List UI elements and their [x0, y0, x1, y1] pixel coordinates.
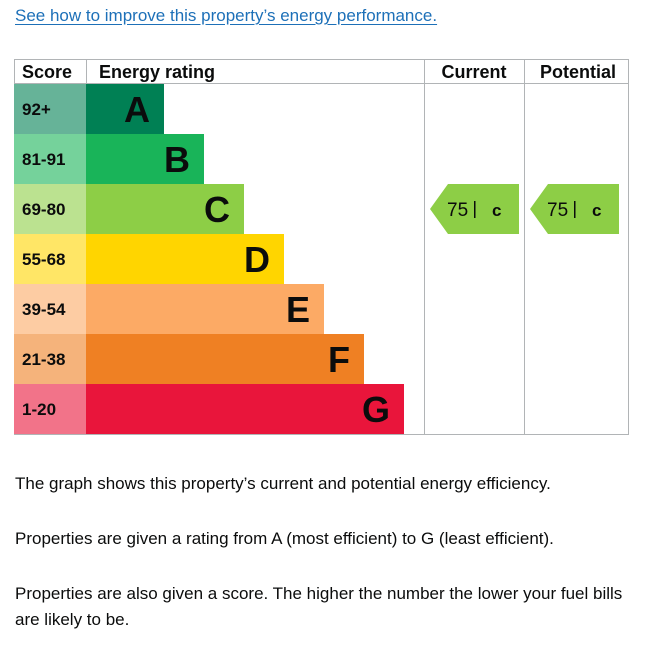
potential-score-value: 75 — [547, 200, 568, 221]
band-bar — [86, 384, 404, 434]
energy-rating-chart: Score Energy rating Current Potential 92… — [14, 59, 629, 435]
band-bar — [86, 334, 364, 384]
current-band-letter: c — [492, 201, 501, 220]
band-score-cell — [14, 284, 86, 334]
energy-rating-graph: Score Energy rating Current Potential 92… — [14, 59, 629, 435]
band-score-label: 69-80 — [22, 200, 65, 219]
band-b: 81-91 B — [14, 134, 204, 184]
band-score-cell — [14, 184, 86, 234]
potential-rating-indicator: 75 c — [530, 184, 619, 234]
band-score-cell — [14, 334, 86, 384]
band-bar — [86, 184, 244, 234]
band-score-cell — [14, 384, 86, 434]
band-score-label: 1-20 — [22, 400, 56, 419]
header-energy-rating: Energy rating — [99, 62, 215, 82]
band-score-label: 92+ — [22, 100, 51, 119]
header-score: Score — [22, 62, 72, 82]
band-c: 69-80 C — [14, 184, 244, 234]
potential-band-letter: c — [592, 201, 601, 220]
band-score-label: 55-68 — [22, 250, 65, 269]
band-letter: D — [244, 239, 270, 280]
band-bar — [86, 284, 324, 334]
band-score-cell — [14, 234, 86, 284]
band-g: 1-20 G — [14, 384, 404, 434]
band-score-cell — [14, 84, 86, 134]
header-current: Current — [441, 62, 506, 82]
band-score-label: 81-91 — [22, 150, 65, 169]
band-letter: F — [328, 339, 350, 380]
band-bar — [86, 134, 204, 184]
description-paragraph-1: The graph shows this property’s current … — [15, 474, 551, 493]
band-score-label: 39-54 — [22, 300, 66, 319]
band-letter: G — [362, 389, 390, 430]
current-score-value: 75 — [447, 200, 468, 221]
band-score-cell — [14, 134, 86, 184]
band-e: 39-54 E — [14, 284, 324, 334]
band-a: 92+ A — [14, 84, 164, 134]
current-divider — [474, 201, 476, 218]
description-paragraph-2: Properties are given a rating from A (mo… — [15, 529, 554, 548]
band-letter: A — [124, 89, 150, 130]
band-letter: C — [204, 189, 230, 230]
band-letter: E — [286, 289, 310, 330]
band-d: 55-68 D — [14, 234, 284, 284]
band-letter: B — [164, 139, 190, 180]
band-bar — [86, 234, 284, 284]
current-rating-indicator: 75 c — [430, 184, 519, 234]
band-bar — [86, 84, 164, 134]
potential-divider — [574, 201, 576, 218]
band-f: 21-38 F — [14, 334, 364, 384]
band-score-label: 21-38 — [22, 350, 65, 369]
improve-energy-performance-link[interactable]: See how to improve this property’s energ… — [15, 6, 438, 25]
header-potential: Potential — [540, 62, 616, 82]
description-paragraph-3: Properties are also given a score. The h… — [15, 584, 623, 629]
